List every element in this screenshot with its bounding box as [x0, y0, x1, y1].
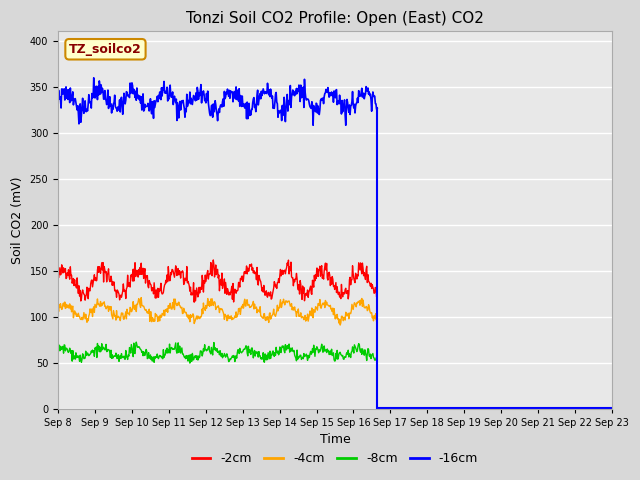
Legend: -2cm, -4cm, -8cm, -16cm: -2cm, -4cm, -8cm, -16cm	[187, 447, 483, 470]
Title: Tonzi Soil CO2 Profile: Open (East) CO2: Tonzi Soil CO2 Profile: Open (East) CO2	[186, 11, 484, 26]
X-axis label: Time: Time	[319, 433, 350, 446]
Y-axis label: Soil CO2 (mV): Soil CO2 (mV)	[11, 176, 24, 264]
Text: TZ_soilco2: TZ_soilco2	[69, 43, 142, 56]
